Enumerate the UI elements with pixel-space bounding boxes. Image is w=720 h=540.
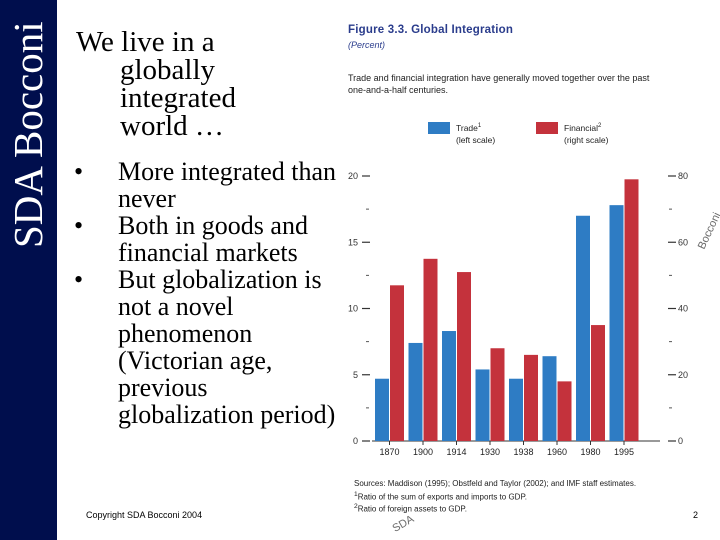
x-tick-label: 1938 <box>513 447 533 457</box>
slide-title-line1: We live in a <box>76 26 215 58</box>
figure-footnote-1: 1Ratio of the sum of exports and imports… <box>354 491 527 502</box>
bullet-list: • More integrated than never • Both in goo… <box>72 158 342 428</box>
legend-swatch-financial <box>536 122 558 134</box>
x-tick-label: 1995 <box>614 447 634 457</box>
left-tick-label: 15 <box>348 237 358 247</box>
bullet-text: More integrated than never <box>118 157 337 213</box>
footnote-text: Ratio of foreign assets to GDP. <box>357 504 467 514</box>
bullet-item: • Both in goods and financial markets <box>72 212 342 266</box>
bullet-text: Both in goods and financial markets <box>118 211 308 267</box>
x-tick-label: 1980 <box>580 447 600 457</box>
figure-subtitle: (Percent) <box>348 40 386 50</box>
bullet-item: • More integrated than never <box>72 158 342 212</box>
trade-bar <box>576 215 590 441</box>
right-tick-label: 20 <box>678 370 688 380</box>
bullet-marker: • <box>74 265 84 294</box>
legend-scale-trade: (left scale) <box>456 135 495 145</box>
legend-label-trade: Trade1 <box>456 123 482 133</box>
integration-chart: Trade1 (left scale) Financial2 (right scale… <box>348 122 688 457</box>
bullet-item: • But globalization is not a novel phenom… <box>72 266 342 428</box>
left-tick-label: 5 <box>353 370 358 380</box>
x-tick-label: 1930 <box>480 447 500 457</box>
figure-footnote-2: 2Ratio of foreign assets to GDP. <box>354 503 467 514</box>
financial-bar <box>524 354 538 441</box>
left-tick-label: 0 <box>353 436 358 446</box>
right-tick-label: 40 <box>678 304 688 314</box>
page-number: 2 <box>693 510 699 520</box>
financial-bar <box>624 179 639 441</box>
x-tick-label: 1870 <box>379 447 399 457</box>
trade-bar <box>442 331 456 441</box>
bullet-marker: • <box>74 157 84 186</box>
trade-bar <box>408 342 423 441</box>
financial-bar <box>490 348 505 441</box>
right-tick-label: 60 <box>678 237 688 247</box>
legend-superscript: 2 <box>598 123 602 129</box>
x-tick-label: 1914 <box>446 447 466 457</box>
brand-text: SDA Bocconi <box>5 21 51 248</box>
x-tick-label: 1960 <box>547 447 567 457</box>
figure-description: Trade and financial integration have gen… <box>348 73 650 95</box>
chart-legend: Trade1 (left scale) Financial2 (right scale… <box>428 122 609 145</box>
footnote-marker: 2 <box>354 503 358 510</box>
legend-swatch-trade <box>428 122 450 134</box>
financial-bar <box>457 272 471 441</box>
footnote-marker: 1 <box>354 491 358 498</box>
slide-title: We live in a globally integrated world … <box>76 26 326 142</box>
trade-bar <box>509 378 523 441</box>
chart-bars <box>375 179 639 441</box>
financial-bar <box>557 381 572 441</box>
footnote-text: Ratio of the sum of exports and imports … <box>357 492 527 502</box>
trade-bar <box>609 205 624 441</box>
legend-superscript: 1 <box>478 123 482 129</box>
financial-bar <box>591 325 605 441</box>
figure-title: Figure 3.3. Global Integration <box>348 24 514 36</box>
trade-bar <box>542 356 557 441</box>
x-tick-label: 1900 <box>413 447 433 457</box>
sidebar-band: SDA Bocconi <box>0 0 57 540</box>
left-tick-label: 20 <box>348 171 358 181</box>
left-tick-label: 10 <box>348 304 358 314</box>
legend-label-financial: Financial2 <box>564 123 602 133</box>
financial-bar <box>390 285 404 441</box>
slide-title-line2: globally integrated world … <box>120 54 236 142</box>
figure-sources: Sources: Maddison (1995); Obstfeld and T… <box>354 479 637 488</box>
bullet-text: But globalization is not a novel phenome… <box>118 265 336 429</box>
right-tick-label: 80 <box>678 171 688 181</box>
x-axis-labels: 1870 1900 1914 1930 1938 1960 1980 1995 <box>379 447 634 457</box>
trade-bar <box>375 378 389 441</box>
bullet-marker: • <box>74 211 84 240</box>
financial-bar <box>423 258 438 441</box>
trade-bar <box>475 369 490 441</box>
figure-panel: Figure 3.3. Global Integration (Percent)… <box>338 0 720 540</box>
right-tick-label: 0 <box>678 436 683 446</box>
legend-scale-financial: (right scale) <box>564 135 609 145</box>
copyright-footer: Copyright SDA Bocconi 2004 <box>86 510 203 520</box>
